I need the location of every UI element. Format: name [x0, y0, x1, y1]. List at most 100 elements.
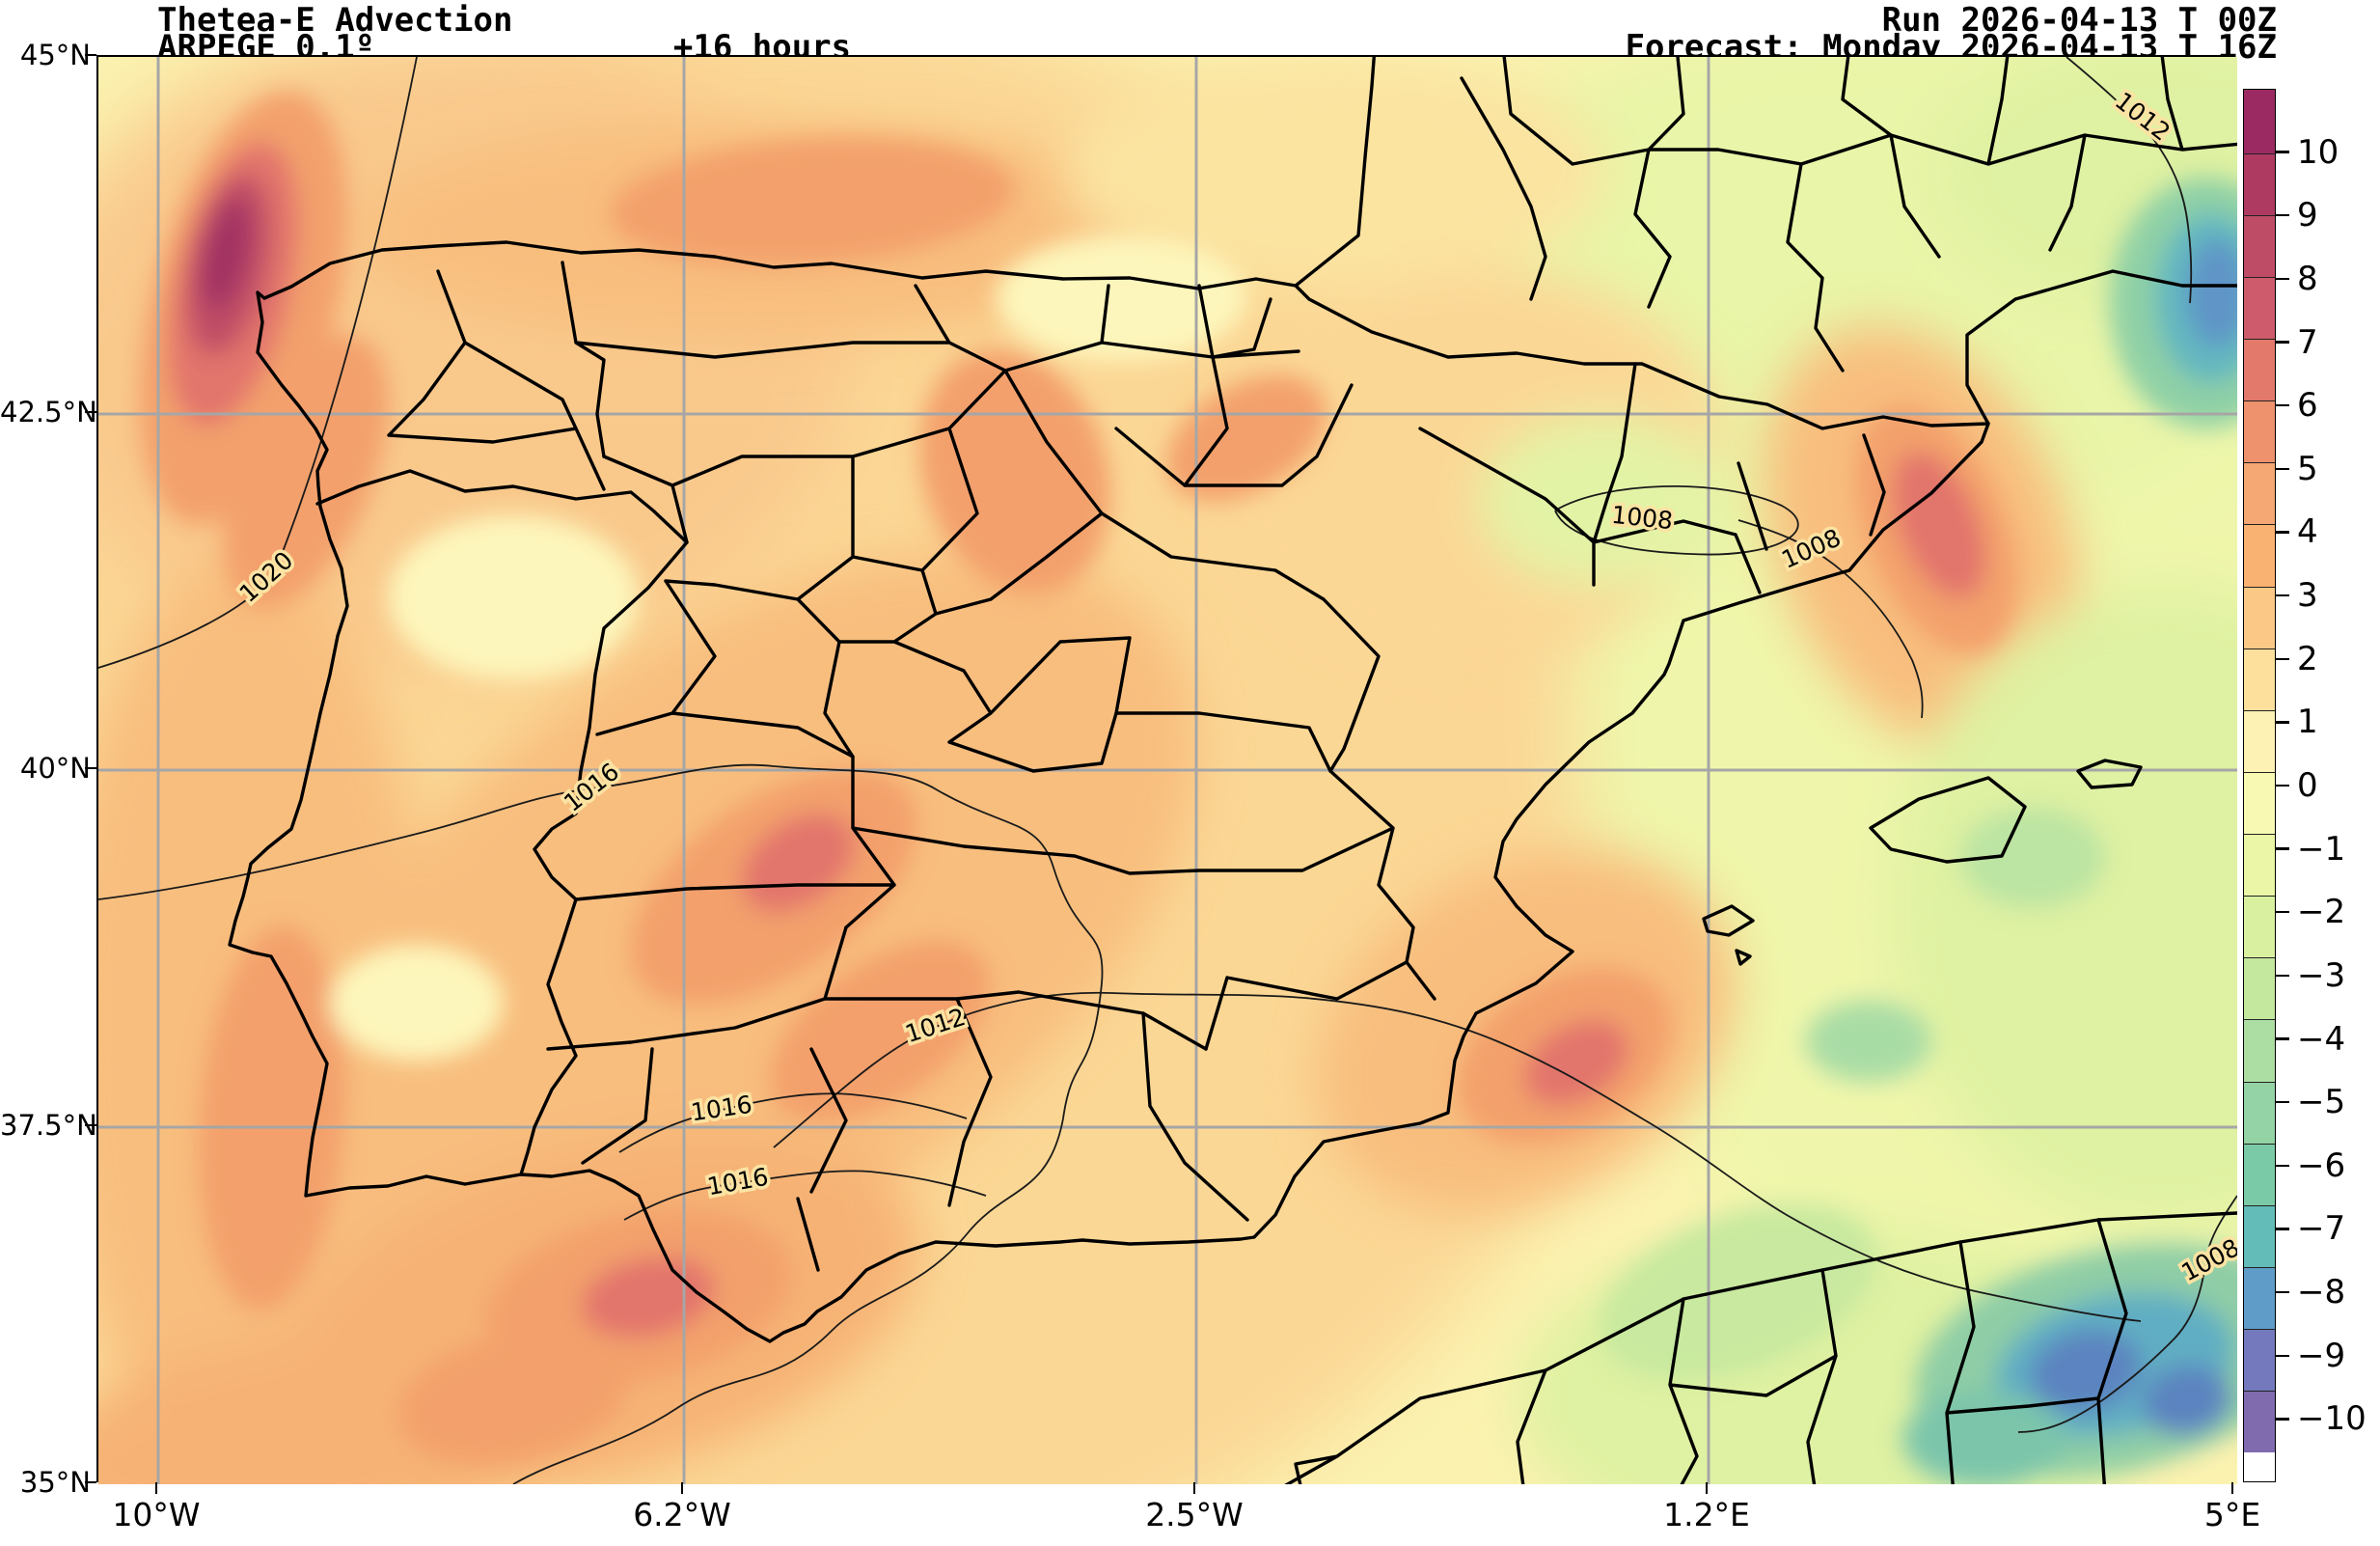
iberia-coastline — [228, 240, 1990, 1343]
colorbar-tick-label: 10 — [2297, 132, 2339, 172]
map-plot-area: 1020 1016 1016 1016 1012 1008 1008 1012 1008 — [96, 55, 2237, 1484]
y-tick-label: 40°N — [19, 752, 91, 785]
isobar-contours — [98, 57, 2237, 1484]
x-tick-mark — [1705, 1482, 1709, 1494]
y-tick-mark — [85, 53, 96, 57]
colorbar-tick-mark — [2276, 467, 2289, 470]
colorbar-tick-label: 1 — [2297, 703, 2318, 742]
x-tick-mark — [1192, 1482, 1196, 1494]
colorbar-tick-mark — [2276, 1037, 2289, 1040]
colorbar-tick-label: −9 — [2297, 1336, 2346, 1375]
x-tick-mark — [2230, 1482, 2234, 1494]
colorbar-tick-mark — [2276, 151, 2289, 153]
colorbar-tick-mark — [2276, 531, 2289, 534]
colorbar-tick-mark — [2276, 721, 2289, 724]
colorbar-tick-mark — [2276, 594, 2289, 597]
colorbar-tick-label: −6 — [2297, 1146, 2346, 1185]
y-tick-label: 37.5°N — [0, 1109, 97, 1142]
africa-borders — [1294, 1218, 2128, 1484]
colorbar-tick-mark — [2276, 911, 2289, 914]
colorbar-tick-mark — [2276, 403, 2289, 407]
colorbar-segment — [2244, 834, 2275, 897]
y-tick-mark — [85, 410, 96, 414]
province-borders-north — [387, 261, 1300, 491]
colorbar-segment — [2244, 400, 2275, 463]
colorbar-tick-mark — [2276, 784, 2289, 787]
x-tick-label: 6.2°W — [633, 1496, 731, 1533]
run-label: Run 2026-04-13 T 00Z — [1881, 1, 2277, 40]
province-borders-castile — [595, 369, 1132, 773]
colorbar-tick-label: −8 — [2297, 1273, 2346, 1312]
colorbar-tick-label: 3 — [2297, 576, 2318, 616]
colorbar-tick-label: −2 — [2297, 893, 2346, 932]
colorbar-segment — [2244, 339, 2275, 401]
x-tick-label: 5°E — [2203, 1496, 2261, 1533]
colorbar-segment — [2244, 462, 2275, 525]
colorbar-tick-label: 0 — [2297, 766, 2318, 805]
colorbar-segment — [2244, 709, 2275, 772]
colorbar-segment — [2244, 1204, 2275, 1267]
colorbar-segment — [2244, 90, 2275, 153]
colorbar-segment — [2244, 214, 2275, 277]
colorbar-segment — [2244, 957, 2275, 1020]
colorbar-segment — [2244, 648, 2275, 710]
colorbar-segment — [2244, 1143, 2275, 1205]
colorbar-tick-mark — [2276, 657, 2289, 660]
y-tick-label: 35°N — [19, 1466, 91, 1499]
x-tick-label: 10°W — [112, 1496, 201, 1533]
colorbar-tick-mark — [2276, 214, 2289, 217]
colorbar-segment — [2244, 1019, 2275, 1082]
colorbar-segment — [2244, 276, 2275, 339]
colorbar-segment — [2244, 1329, 2275, 1392]
colorbar-tick-mark — [2276, 1418, 2289, 1421]
colorbar-segment — [2244, 896, 2275, 958]
y-tick-label: 45°N — [19, 39, 91, 71]
france-coast — [1294, 57, 2237, 426]
colorbar-tick-label: 7 — [2297, 322, 2318, 362]
colorbar-tick-label: −10 — [2297, 1399, 2366, 1439]
province-borders-south — [546, 925, 1249, 1272]
colorbar-tick-label: −3 — [2297, 955, 2346, 995]
x-tick-mark — [680, 1482, 684, 1494]
colorbar-tick-mark — [2276, 1354, 2289, 1357]
colorbar-tick-label: 5 — [2297, 449, 2318, 488]
colorbar-tick-mark — [2276, 1100, 2289, 1104]
france-departments — [1460, 57, 2237, 373]
y-tick-mark — [85, 766, 96, 770]
colorbar-segment — [2244, 586, 2275, 649]
colorbar-segment — [2244, 524, 2275, 587]
colorbar-segment — [2244, 1391, 2275, 1453]
colorbar-tick-mark — [2276, 277, 2289, 281]
country-province-borders — [228, 57, 2237, 1484]
balearic-islands — [1702, 759, 2143, 966]
colorbar-tick-mark — [2276, 974, 2289, 978]
colorbar-tick-label: −7 — [2297, 1209, 2346, 1249]
colorbar-tick-label: 8 — [2297, 259, 2318, 298]
colorbar-tick-label: −5 — [2297, 1083, 2346, 1122]
province-borders-ebro — [1100, 355, 1886, 773]
colorbar-segment — [2244, 1081, 2275, 1144]
colorbar-segment — [2244, 771, 2275, 834]
portugal-spain-border — [315, 469, 689, 1176]
colorbar-segment — [2244, 152, 2275, 215]
colorbar-tick-label: 2 — [2297, 639, 2318, 678]
colorbar-tick-label: 6 — [2297, 386, 2318, 426]
colorbar-tick-label: −1 — [2297, 829, 2346, 869]
colorbar-tick-mark — [2276, 341, 2289, 344]
y-tick-label: 42.5°N — [0, 396, 97, 428]
colorbar-tick-label: 9 — [2297, 196, 2318, 235]
colorbar-segment — [2244, 1266, 2275, 1329]
colorbar-tick-mark — [2276, 1290, 2289, 1294]
x-tick-mark — [154, 1482, 158, 1494]
y-tick-mark — [85, 1480, 96, 1484]
x-tick-label: 1.2°E — [1663, 1496, 1750, 1533]
colorbar — [2243, 89, 2276, 1482]
page-title: Thetea-E Advection — [157, 1, 513, 40]
colorbar-tick-mark — [2276, 1228, 2289, 1230]
y-tick-mark — [85, 1123, 96, 1127]
colorbar-tick-label: −4 — [2297, 1019, 2346, 1059]
gridlines — [98, 57, 2237, 1484]
colorbar-tick-label: 4 — [2297, 512, 2318, 552]
